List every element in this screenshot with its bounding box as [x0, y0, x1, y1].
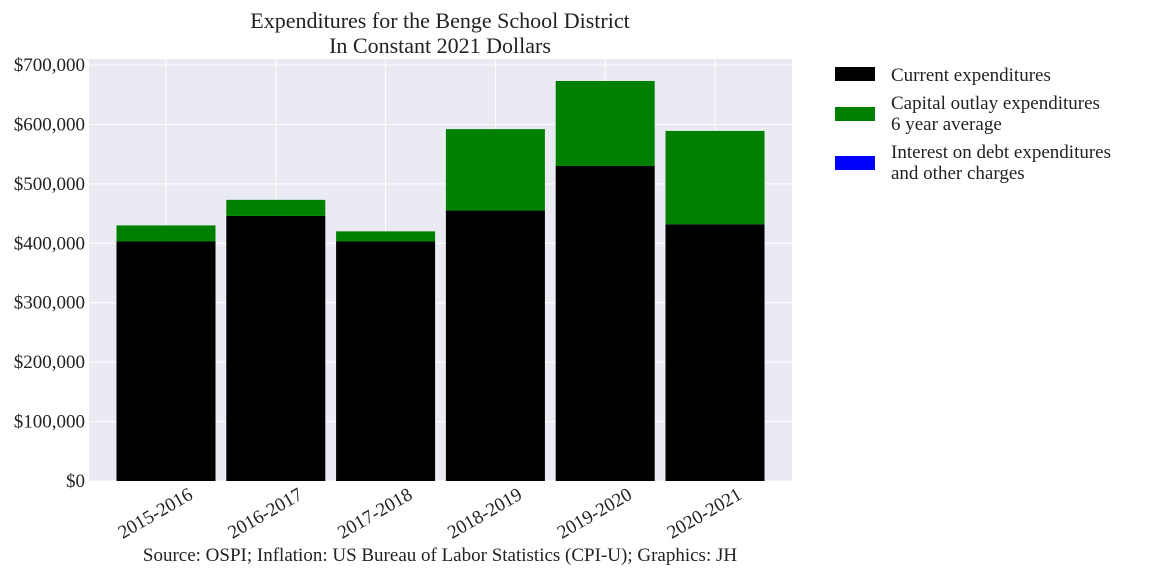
- bar-segment-series-1: [336, 231, 436, 242]
- x-axis: 2015-2016 2016-2017 2017-2018 2018-2019 2019…: [115, 484, 746, 543]
- y-tick-label: $700,000: [14, 55, 85, 76]
- bar-segment-series-0: [665, 224, 765, 481]
- legend-swatch-capital: [835, 107, 875, 121]
- legend-label-current: Current expenditures: [891, 65, 1051, 86]
- y-tick-label: $0: [66, 471, 85, 492]
- x-tick-label: 2017-2018: [334, 484, 416, 543]
- source-note: Source: OSPI; Inflation: US Bureau of La…: [143, 545, 737, 566]
- chart-title-line-1: Expenditures for the Benge School Distri…: [250, 8, 629, 33]
- bars: [116, 80, 765, 482]
- y-tick-label: $200,000: [14, 352, 85, 373]
- bar-segment-series-1: [226, 199, 326, 216]
- x-tick-label: 2019-2020: [554, 484, 636, 543]
- y-axis: $0 $100,000 $200,000 $300,000 $400,000 $500,0…: [14, 55, 85, 492]
- x-tick-label: 2015-2016: [115, 484, 197, 543]
- chart-title-line-2: In Constant 2021 Dollars: [329, 33, 551, 58]
- y-tick-label: $300,000: [14, 293, 85, 314]
- bar-segment-series-0: [226, 215, 326, 482]
- bar-segment-series-1: [665, 130, 765, 225]
- x-tick-label: 2016-2017: [225, 484, 307, 543]
- legend-label-capital-line2: 6 year average: [891, 114, 1002, 135]
- bar-segment-series-0: [445, 210, 545, 481]
- bar-segment-series-1: [555, 80, 655, 166]
- legend-label-interest: Interest on debt expenditures: [891, 142, 1111, 163]
- y-tick-label: $400,000: [14, 233, 85, 254]
- bar-segment-series-0: [336, 241, 436, 481]
- x-tick-label: 2018-2019: [444, 484, 526, 543]
- legend: Current expenditures Capital outlay expe…: [835, 65, 1111, 184]
- legend-label-interest-line2: and other charges: [891, 163, 1025, 184]
- bar-segment-series-1: [116, 225, 216, 242]
- bar-segment-series-0: [116, 241, 216, 481]
- x-tick-label: 2020-2021: [664, 484, 746, 543]
- y-tick-label: $500,000: [14, 174, 85, 195]
- legend-swatch-current: [835, 67, 875, 81]
- bar-segment-series-1: [445, 129, 545, 211]
- legend-swatch-interest: [835, 156, 875, 170]
- y-tick-label: $600,000: [14, 114, 85, 135]
- y-tick-label: $100,000: [14, 412, 85, 433]
- bar-segment-series-0: [555, 165, 655, 482]
- legend-label-capital: Capital outlay expenditures: [891, 93, 1100, 114]
